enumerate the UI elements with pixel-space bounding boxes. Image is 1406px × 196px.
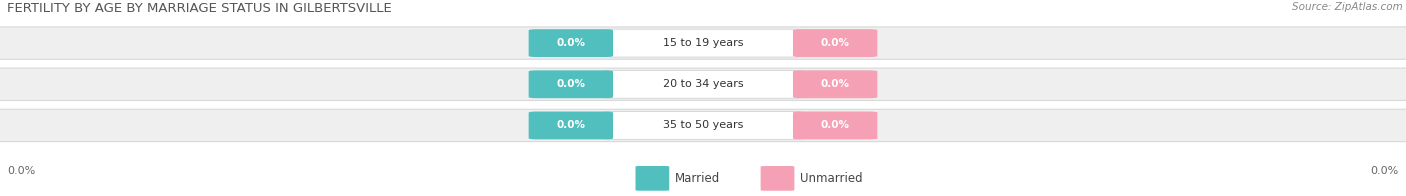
Text: 0.0%: 0.0%: [1371, 165, 1399, 176]
Text: 0.0%: 0.0%: [821, 38, 849, 48]
Text: Unmarried: Unmarried: [800, 172, 863, 185]
FancyBboxPatch shape: [793, 112, 877, 139]
Text: 0.0%: 0.0%: [557, 79, 585, 89]
FancyBboxPatch shape: [793, 70, 877, 98]
Text: Married: Married: [675, 172, 720, 185]
Text: 15 to 19 years: 15 to 19 years: [662, 38, 744, 48]
Text: 35 to 50 years: 35 to 50 years: [662, 120, 744, 131]
FancyBboxPatch shape: [603, 112, 803, 139]
FancyBboxPatch shape: [761, 166, 794, 191]
Text: Source: ZipAtlas.com: Source: ZipAtlas.com: [1292, 2, 1403, 12]
FancyBboxPatch shape: [529, 29, 613, 57]
Text: 20 to 34 years: 20 to 34 years: [662, 79, 744, 89]
Text: 0.0%: 0.0%: [7, 165, 35, 176]
Text: FERTILITY BY AGE BY MARRIAGE STATUS IN GILBERTSVILLE: FERTILITY BY AGE BY MARRIAGE STATUS IN G…: [7, 2, 392, 15]
FancyBboxPatch shape: [0, 27, 1406, 59]
Text: 0.0%: 0.0%: [821, 79, 849, 89]
FancyBboxPatch shape: [0, 68, 1406, 101]
FancyBboxPatch shape: [603, 70, 803, 98]
FancyBboxPatch shape: [636, 166, 669, 191]
Text: 0.0%: 0.0%: [557, 120, 585, 131]
Text: 0.0%: 0.0%: [821, 120, 849, 131]
FancyBboxPatch shape: [529, 70, 613, 98]
FancyBboxPatch shape: [603, 29, 803, 57]
FancyBboxPatch shape: [0, 109, 1406, 142]
FancyBboxPatch shape: [529, 112, 613, 139]
Text: 0.0%: 0.0%: [557, 38, 585, 48]
FancyBboxPatch shape: [793, 29, 877, 57]
